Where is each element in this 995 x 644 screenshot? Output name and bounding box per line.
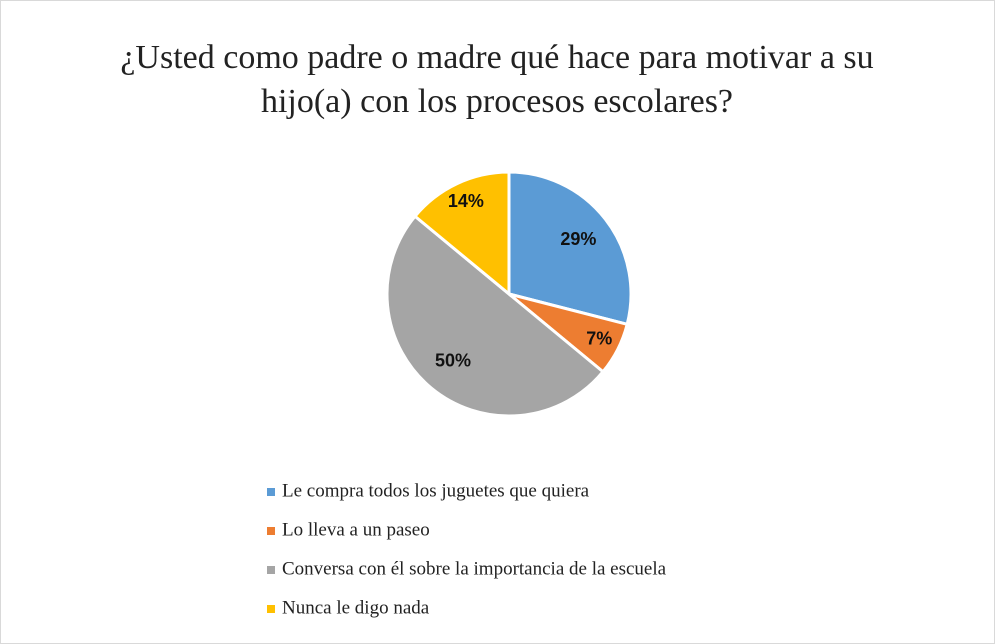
pie-slice: [385, 214, 606, 418]
legend-swatch: [267, 566, 275, 574]
data-label: 14%: [448, 191, 484, 211]
legend-swatch: [267, 527, 275, 535]
pie-slice: [412, 170, 511, 298]
data-label: 29%: [560, 229, 596, 249]
chart-title: ¿Usted como padre o madre qué hace para …: [120, 39, 874, 120]
legend-swatch: [267, 605, 275, 613]
data-label: 50%: [435, 350, 471, 370]
legend-label: Nunca le digo nada: [282, 597, 430, 618]
pie-slice: [507, 170, 633, 327]
data-label: 7%: [586, 329, 612, 349]
legend-label: Conversa con él sobre la importancia de …: [282, 558, 667, 579]
legend-label: Lo lleva a un paseo: [282, 519, 430, 540]
legend-swatch: [267, 488, 275, 496]
legend-label: Le compra todos los juguetes que quiera: [282, 480, 590, 501]
